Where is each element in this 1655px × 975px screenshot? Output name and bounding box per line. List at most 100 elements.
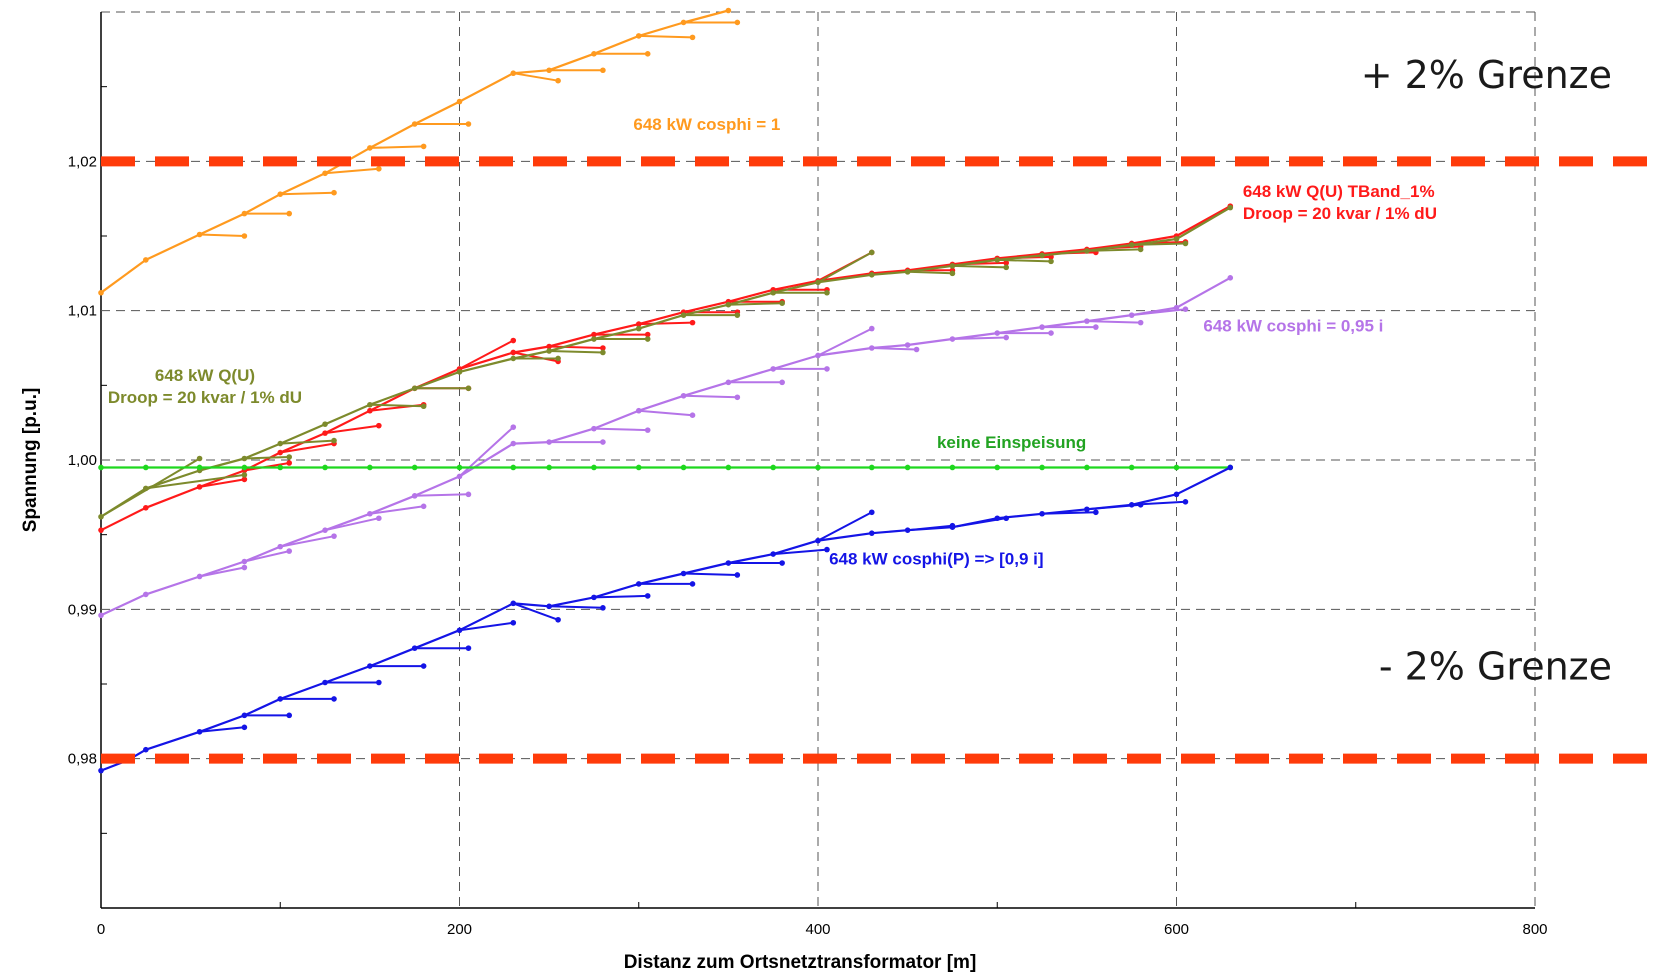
data-point xyxy=(815,464,821,471)
data-point xyxy=(1039,252,1045,259)
data-point xyxy=(635,325,642,332)
series-branch-line xyxy=(817,251,873,284)
data-point xyxy=(1173,236,1180,242)
series-branch-line xyxy=(952,336,1007,340)
data-point xyxy=(635,581,642,587)
series-annotation-qu_tband: 648 kW Q(U) TBand_1% Droop = 20 kvar / 1%… xyxy=(1243,182,1437,223)
limit-lines-layer: + 2% Grenze - 2% Grenze xyxy=(101,53,1655,764)
data-point xyxy=(1048,258,1054,265)
data-point xyxy=(1173,491,1180,498)
data-point xyxy=(546,439,552,445)
data-point xyxy=(1173,464,1180,471)
data-point xyxy=(241,455,248,462)
data-point xyxy=(815,352,821,359)
data-point xyxy=(1128,242,1135,248)
series-branch-line xyxy=(728,302,783,306)
data-point xyxy=(241,210,248,217)
data-point xyxy=(1039,510,1045,517)
data-point xyxy=(510,70,517,77)
series-branch-line xyxy=(817,327,873,357)
data-point xyxy=(779,300,785,307)
data-point xyxy=(322,421,328,427)
series-branch-line xyxy=(1131,242,1186,246)
series-line xyxy=(100,205,1231,532)
data-point xyxy=(868,249,875,256)
data-point xyxy=(689,319,696,326)
series-branch-line xyxy=(638,321,693,326)
data-point xyxy=(904,464,911,471)
data-point xyxy=(286,548,293,554)
data-point xyxy=(420,663,427,669)
data-point xyxy=(98,464,104,471)
data-point xyxy=(868,272,875,278)
data-point xyxy=(680,312,687,318)
series-branch-line xyxy=(369,145,424,149)
series-branch-line xyxy=(549,350,603,354)
data-point xyxy=(1137,246,1144,253)
data-point xyxy=(1048,330,1054,336)
series-branch-line xyxy=(325,167,379,175)
data-point xyxy=(1039,464,1045,471)
series-branch-line xyxy=(549,605,603,609)
series-branch-line xyxy=(145,473,245,490)
series-branch-line xyxy=(280,191,335,196)
data-point xyxy=(510,440,517,447)
data-point xyxy=(1003,334,1010,341)
series-branch-line xyxy=(369,403,424,408)
data-point xyxy=(286,210,293,217)
data-point xyxy=(286,460,293,466)
data-point xyxy=(635,33,642,39)
series-layer xyxy=(98,7,1234,774)
data-point xyxy=(994,257,1001,263)
data-point xyxy=(868,509,875,516)
series-branch-line xyxy=(458,426,514,478)
data-point xyxy=(241,476,248,483)
data-point xyxy=(904,269,911,275)
y-tick-label: 1,01 xyxy=(68,303,97,320)
data-point xyxy=(277,440,284,447)
data-point xyxy=(411,645,418,651)
data-point xyxy=(1003,515,1010,522)
data-point xyxy=(591,336,597,342)
data-point xyxy=(196,484,203,490)
series-branch-line xyxy=(280,535,335,548)
series-branch-line xyxy=(638,409,693,417)
data-point xyxy=(994,464,1001,471)
data-point xyxy=(277,449,284,456)
data-point xyxy=(196,573,203,580)
data-point xyxy=(1084,464,1090,471)
data-point xyxy=(98,289,104,296)
data-point xyxy=(143,746,149,753)
data-point xyxy=(1084,506,1090,513)
data-point xyxy=(376,679,382,686)
data-point xyxy=(546,603,552,610)
data-point xyxy=(734,572,741,578)
data-point xyxy=(411,464,418,471)
series-branch-line xyxy=(199,726,245,733)
data-point xyxy=(546,343,552,350)
data-point xyxy=(1182,306,1189,312)
data-point xyxy=(241,558,248,565)
data-point xyxy=(1227,275,1234,281)
data-point xyxy=(367,464,373,471)
data-point xyxy=(555,77,561,84)
data-point xyxy=(241,564,248,571)
data-point xyxy=(376,166,382,172)
data-point xyxy=(322,170,328,177)
data-point xyxy=(98,767,104,774)
plot-grid xyxy=(100,11,1536,909)
data-point xyxy=(904,527,911,533)
data-point xyxy=(510,600,517,607)
data-point xyxy=(1093,324,1099,330)
x-tick-label: 800 xyxy=(1522,921,1547,938)
data-point xyxy=(331,189,337,196)
data-point xyxy=(725,464,732,471)
data-point xyxy=(868,464,875,471)
data-point xyxy=(510,337,517,344)
data-point xyxy=(555,355,561,362)
series-branch-line xyxy=(683,394,738,399)
data-point xyxy=(277,464,284,471)
data-point xyxy=(680,19,687,26)
series-branch-line xyxy=(459,339,514,370)
